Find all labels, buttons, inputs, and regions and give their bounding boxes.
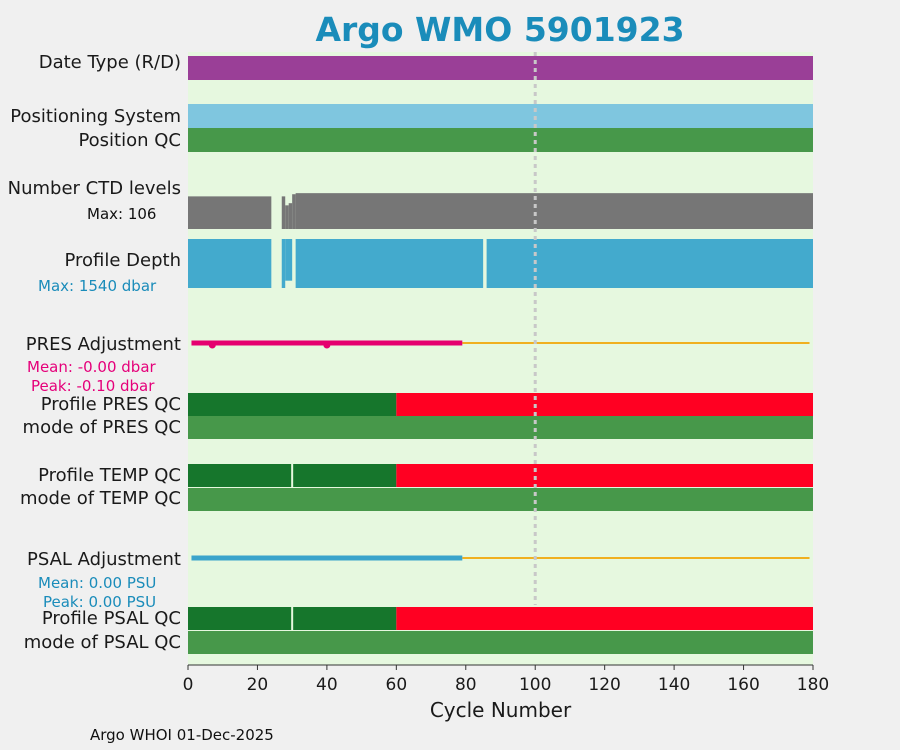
ctd-levels-bar-6 [295,193,813,229]
x-axis-label: Cycle Number [429,698,572,722]
x-tick-label-3: 60 [385,675,408,695]
label-mode-pres-qc: mode of PRES QC [22,417,181,438]
label-mode-psal-qc: mode of PSAL QC [23,632,181,653]
mode-temp-qc-0 [188,488,813,511]
x-tick-label-9: 180 [796,675,830,695]
label-ctd-max: Max: 106 [87,205,157,223]
label-psal-peak: Peak: 0.00 PSU [43,593,157,611]
ctd-levels-bar-3 [285,205,289,229]
profile-depth-bar-7 [486,239,813,288]
x-tick-label-6: 120 [588,675,621,695]
x-tick-label-7: 140 [657,675,691,695]
label-psal-mean: Mean: 0.00 PSU [38,574,157,592]
mode-pres-qc-0 [188,416,813,439]
mode-psal-qc-0 [188,631,813,654]
label-profile-pres-qc: Profile PRES QC [40,394,181,415]
pres-adjustment-dip-0 [208,341,216,349]
label-date-type: Date Type (R/D) [38,52,181,73]
label-position-qc: Position QC [78,130,181,151]
profile-depth-bar-3 [285,239,293,281]
x-tick-label-5: 100 [518,675,552,695]
label-mode-temp-qc: mode of TEMP QC [19,488,181,509]
x-tick-label-4: 80 [454,675,477,695]
profile-pres-qc-0 [188,393,397,416]
ctd-levels-bar-2 [281,196,286,229]
label-pres-peak: Peak: -0.10 dbar [31,377,155,395]
profile-temp-qc-1 [396,464,813,487]
profile-depth-bar-2 [281,239,286,288]
plot-background [188,52,813,665]
bar-position-qc [188,128,813,152]
ctd-levels-bar-5 [292,194,296,229]
footer-text: Argo WHOI 01-Dec-2025 [90,726,274,744]
label-ctd-levels: Number CTD levels [7,178,181,199]
ctd-levels-bar-0 [188,196,272,229]
label-positioning-system: Positioning System [10,106,181,127]
x-tick-label-2: 40 [316,675,338,695]
bar-positioning-system [188,104,813,128]
label-depth-max: Max: 1540 dbar [38,277,157,295]
bar-date-type [188,56,813,80]
temp-qc-gap [291,464,294,487]
psal-qc-gap [291,607,294,630]
chart-title: Argo WMO 5901923 [315,10,685,49]
label-psal-adjustment: PSAL Adjustment [26,549,181,570]
x-tick-label-0: 0 [182,675,194,695]
label-profile-temp-qc: Profile TEMP QC [38,465,181,486]
label-profile-depth: Profile Depth [64,250,181,271]
label-pres-mean: Mean: -0.00 dbar [27,358,156,376]
profile-psal-qc-1 [396,607,813,630]
profile-depth-bar-5 [295,239,484,288]
ctd-levels-bar-4 [288,203,293,229]
pres-adjustment-dip-1 [323,341,331,349]
label-profile-psal-qc: Profile PSAL QC [41,608,181,629]
x-tick-label-1: 20 [246,675,269,695]
x-tick-label-8: 160 [727,675,760,695]
profile-depth-bar-0 [188,239,272,288]
profile-pres-qc-1 [396,393,813,416]
label-pres-adjustment: PRES Adjustment [25,334,181,355]
